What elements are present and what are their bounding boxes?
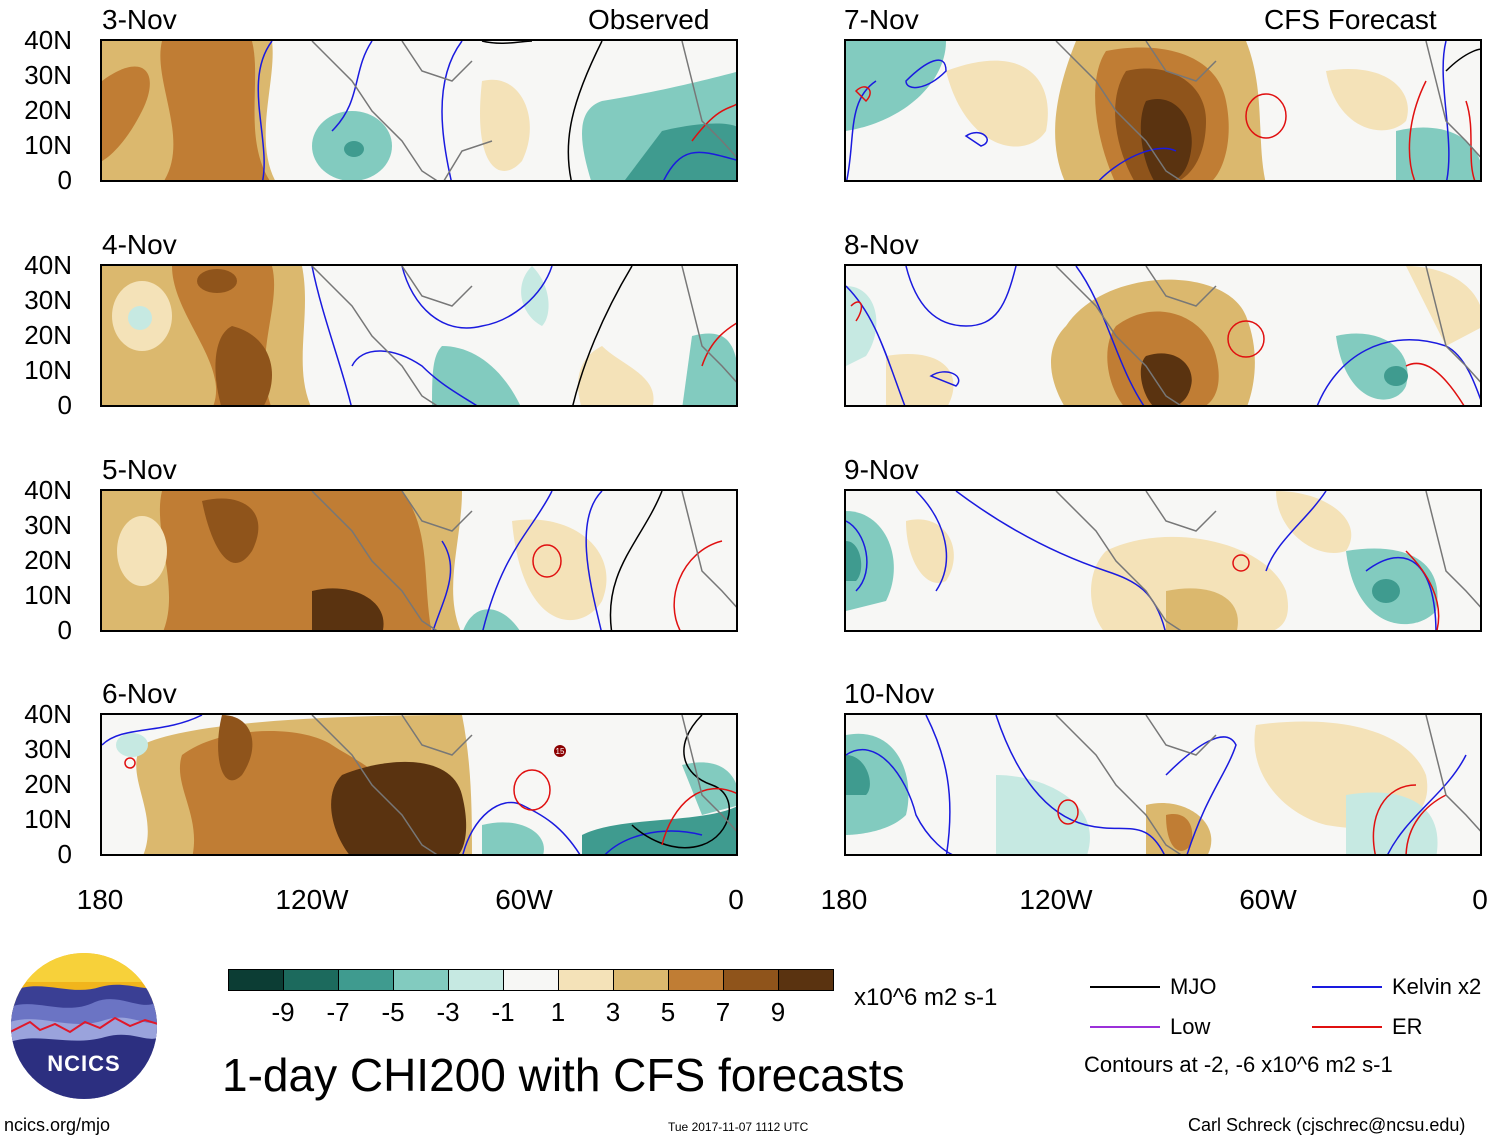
lon-label-left-120w: 120W [275, 884, 349, 915]
lat-label: 20N [24, 769, 72, 799]
colorbar-cell [613, 969, 669, 991]
storm-number: 15 [556, 747, 565, 756]
lat-label: 40N [24, 475, 72, 505]
ncics-logo: NCICS [10, 952, 158, 1100]
lon-label-left-60w: 60W [495, 884, 553, 915]
lon-label-right-60w: 60W [1239, 884, 1297, 915]
lon-label-left-180: 180 [76, 884, 124, 915]
lon-label-left-0: 0 [728, 884, 744, 915]
lon-label-right-0: 0 [1472, 884, 1488, 915]
colorbar-cell [338, 969, 394, 991]
lat-label: 40N [24, 25, 72, 55]
lon-label-right-120w: 120W [1019, 884, 1093, 915]
footer-author: Carl Schreck (cjschrec@ncsu.edu) [1188, 1115, 1466, 1135]
colorbar-cell [283, 969, 339, 991]
main-title: 1-day CHI200 with CFS forecasts [222, 1049, 905, 1101]
footer-timestamp: Tue 2017-11-07 1112 UTC [668, 1120, 809, 1134]
map-panel-10-nov [844, 713, 1482, 856]
colorbar-tick: -7 [326, 997, 350, 1027]
legend-line-er [1312, 1026, 1382, 1028]
storm-marker-icon [554, 745, 566, 757]
lat-label: 30N [24, 285, 72, 315]
footer-website: ncics.org/mjo [4, 1115, 111, 1135]
colorbar-cell [228, 969, 284, 991]
map-panel-9-nov [844, 489, 1482, 632]
map-panel-4-nov [100, 264, 738, 407]
colorbar-cell [778, 969, 834, 991]
colorbar-tick: -1 [491, 997, 515, 1027]
lat-label: 10N [24, 355, 72, 385]
map-panel-7-nov [844, 39, 1482, 182]
colorbar-tick: -9 [271, 997, 295, 1027]
colorbar [228, 969, 834, 993]
legend-label-low: Low [1170, 1014, 1211, 1039]
colorbar-cell [668, 969, 724, 991]
lat-label: 10N [24, 130, 72, 160]
panel-date-left-3: 5-Nov [102, 454, 177, 485]
colorbar-tick: -3 [436, 997, 460, 1027]
legend-label-kelvin: Kelvin x2 [1392, 974, 1482, 999]
observed-title: Observed [588, 4, 710, 35]
panel-date-right-4: 10-Nov [844, 678, 935, 709]
colorbar-cell [503, 969, 559, 991]
colorbar-units: x10^6 m2 s-1 [854, 984, 998, 1011]
colorbar-tick: 9 [770, 997, 786, 1027]
lat-label: 0 [57, 615, 72, 645]
lat-label: 10N [24, 804, 72, 834]
lat-label: 20N [24, 95, 72, 125]
lat-label: 0 [57, 390, 72, 420]
colorbar-tick: 7 [715, 997, 731, 1027]
lat-label: 0 [57, 165, 72, 195]
map-panel-8-nov [844, 264, 1482, 407]
legend-line-kelvin [1312, 986, 1382, 988]
lat-label: 30N [24, 510, 72, 540]
lat-label: 10N [24, 580, 72, 610]
panel-date-left-1: 3-Nov [102, 4, 177, 35]
panel-date-right-3: 9-Nov [844, 454, 919, 485]
lat-label: 20N [24, 545, 72, 575]
colorbar-tick: 3 [605, 997, 621, 1027]
map-panel-5-nov [100, 489, 738, 632]
ncics-logo-text: NCICS [47, 1051, 121, 1076]
panel-date-left-2: 4-Nov [102, 229, 177, 260]
colorbar-cell [393, 969, 449, 991]
lat-label: 20N [24, 320, 72, 350]
lon-label-right-180: 180 [820, 884, 868, 915]
lat-label: 30N [24, 60, 72, 90]
colorbar-cell [448, 969, 504, 991]
lat-label: 40N [24, 250, 72, 280]
lat-label: 30N [24, 734, 72, 764]
panel-date-right-2: 8-Nov [844, 229, 919, 260]
panel-date-right-1: 7-Nov [844, 4, 919, 35]
panel-date-left-4: 6-Nov [102, 678, 177, 709]
legend-label-er: ER [1392, 1014, 1423, 1039]
colorbar-tick: 1 [550, 997, 566, 1027]
colorbar-cell [723, 969, 779, 991]
legend-label-mjo: MJO [1170, 974, 1217, 999]
legend-line-mjo [1090, 986, 1160, 988]
contours-note: Contours at -2, -6 x10^6 m2 s-1 [1084, 1052, 1393, 1077]
map-panel-6-nov: 15 [100, 713, 738, 856]
legend-line-low [1090, 1026, 1160, 1028]
cfs-forecast-title: CFS Forecast [1264, 4, 1437, 35]
colorbar-tick: 5 [660, 997, 676, 1027]
lat-label: 40N [24, 699, 72, 729]
lat-label: 0 [57, 839, 72, 869]
colorbar-tick: -5 [381, 997, 405, 1027]
colorbar-cell [558, 969, 614, 991]
map-panel-3-nov [100, 39, 738, 182]
